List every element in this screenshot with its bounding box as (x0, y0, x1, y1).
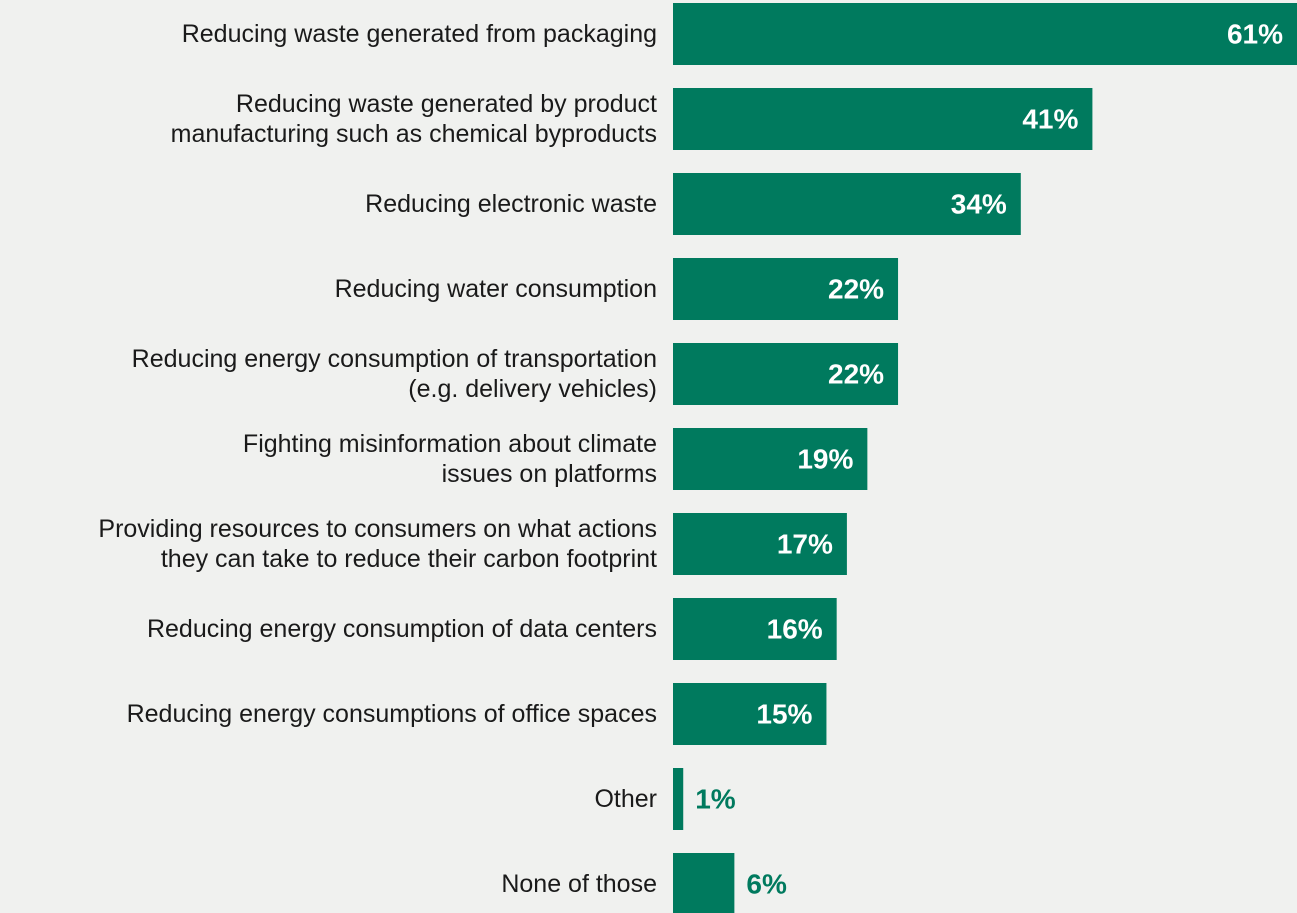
category-label-line: manufacturing such as chemical byproduct… (171, 120, 657, 148)
bar-1 (673, 88, 1093, 150)
value-label-6: 17% (777, 529, 833, 560)
category-label-line: Reducing energy consumption of transport… (132, 345, 657, 373)
value-label-5: 19% (797, 444, 853, 475)
bar-8 (673, 683, 827, 745)
category-label-line: issues on platforms (442, 460, 657, 488)
category-label-9: Other (594, 785, 657, 813)
category-label-line: None of those (501, 870, 657, 898)
value-label-10: 6% (746, 869, 787, 900)
category-label-line: Reducing electronic waste (365, 190, 657, 218)
category-label-line: Reducing energy consumptions of office s… (127, 700, 657, 728)
value-label-9: 1% (695, 784, 736, 815)
value-label-3: 22% (828, 274, 884, 305)
category-label-3: Reducing water consumption (335, 275, 657, 303)
bar-9 (673, 768, 684, 830)
category-label-line: (e.g. delivery vehicles) (408, 375, 657, 403)
category-label-10: None of those (501, 870, 657, 898)
category-label-line: they can take to reduce their carbon foo… (161, 545, 657, 573)
category-label-1: Reducing waste generated by product manuf… (171, 90, 657, 148)
category-label-0: Reducing waste generated from packaging (182, 20, 657, 48)
category-label-line: Reducing water consumption (335, 275, 657, 303)
value-label-7: 16% (767, 614, 823, 645)
category-label-6: Providing resources to consumers on what… (98, 515, 657, 573)
value-label-8: 15% (756, 699, 812, 730)
category-label-4: Reducing energy consumption of transport… (132, 345, 657, 403)
category-label-7: Reducing energy consumption of data cent… (147, 615, 657, 643)
value-label-1: 41% (1022, 104, 1078, 135)
value-label-4: 22% (828, 359, 884, 390)
category-label-5: Fighting misinformation about climate iss… (243, 430, 657, 488)
category-label-line: Providing resources to consumers on what… (98, 515, 657, 543)
category-label-line: Fighting misinformation about climate (243, 430, 657, 458)
bar-2 (673, 173, 1021, 235)
category-label-2: Reducing electronic waste (365, 190, 657, 218)
bar-3 (673, 258, 899, 320)
category-label-line: Other (594, 785, 657, 813)
bar-5 (673, 428, 868, 490)
bar-0 (673, 3, 1297, 65)
bar-4 (673, 343, 899, 405)
bar-10 (673, 853, 735, 913)
category-label-line: Reducing waste generated from packaging (182, 20, 657, 48)
category-label-line: Reducing energy consumption of data cent… (147, 615, 657, 643)
value-label-2: 34% (951, 189, 1007, 220)
bar-7 (673, 598, 837, 660)
value-label-0: 61% (1227, 19, 1283, 50)
category-label-line: Reducing waste generated by product (236, 90, 657, 118)
category-label-8: Reducing energy consumptions of office s… (127, 700, 657, 728)
bar-6 (673, 513, 847, 575)
